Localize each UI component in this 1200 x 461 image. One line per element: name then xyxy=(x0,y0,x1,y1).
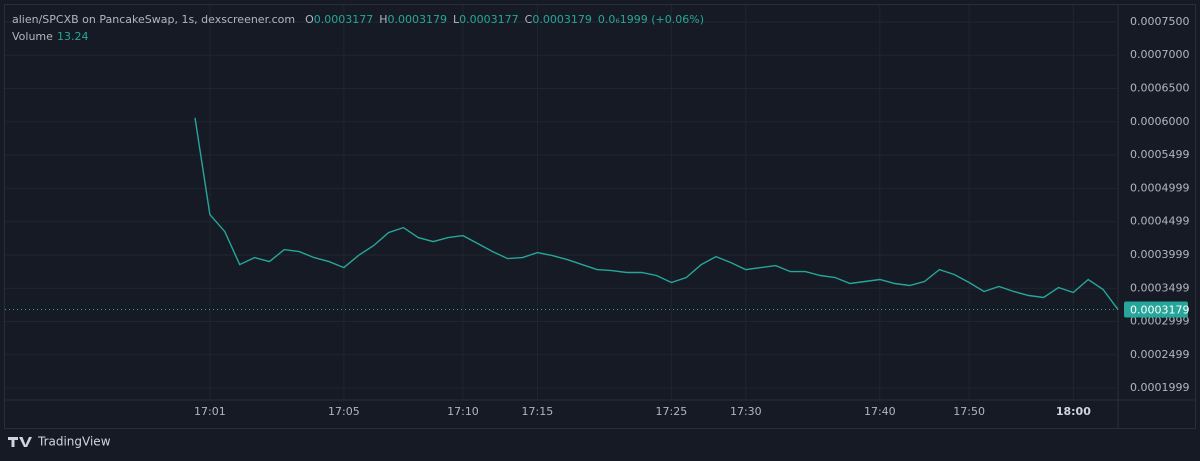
y-tick-label: 0.0004999 xyxy=(1130,181,1190,194)
volume-label: Volume xyxy=(12,30,53,43)
change-value: 0.0₆1999 (+0.06%) xyxy=(598,13,704,26)
x-tick-label: 17:40 xyxy=(864,405,896,418)
last-price-tag xyxy=(1124,301,1188,318)
price-line xyxy=(194,117,1119,311)
x-tick-label: 18:00 xyxy=(1056,405,1091,418)
footer: TradingView xyxy=(8,435,111,449)
x-tick-label: 17:30 xyxy=(730,405,762,418)
x-tick-label: 17:05 xyxy=(328,405,360,418)
y-tick-label: 0.0006000 xyxy=(1130,115,1190,128)
ohlc-value: 0.0003179 xyxy=(388,13,448,26)
x-tick-label: 17:25 xyxy=(656,405,688,418)
tradingview-logo xyxy=(8,437,32,447)
chart-title: alien/SPCXB on PancakeSwap, 1s, dexscree… xyxy=(12,13,295,26)
footer-text: TradingView xyxy=(37,435,111,449)
y-tick-label: 0.0002999 xyxy=(1130,315,1190,328)
y-tick-label: 0.0001999 xyxy=(1130,381,1190,394)
x-tick-label: 17:15 xyxy=(522,405,554,418)
y-tick-label: 0.0006500 xyxy=(1130,82,1190,95)
y-tick-label: 0.0007000 xyxy=(1130,48,1190,61)
ohlc-value: 0.0003177 xyxy=(459,13,519,26)
axes: 0.0007500 0.0007000 0.0006500 0.0006000 0.00… xyxy=(194,15,1189,418)
ohlc-value: 0.0003177 xyxy=(314,13,374,26)
volume-value: 13.24 xyxy=(57,30,89,43)
y-tick-label: 0.0002499 xyxy=(1130,348,1190,361)
ohlc-label: O xyxy=(305,13,314,26)
y-tick-label: 0.0007500 xyxy=(1130,15,1190,28)
x-tick-label: 17:50 xyxy=(953,405,985,418)
y-tick-label: 0.0005499 xyxy=(1130,148,1190,161)
y-tick-label: 0.0004499 xyxy=(1130,215,1190,228)
x-tick-label: 17:01 xyxy=(194,405,226,418)
x-tick-label: 17:10 xyxy=(447,405,479,418)
last-price-label: 0.0003179 xyxy=(1130,304,1190,317)
ohlc-label: C xyxy=(525,13,533,26)
y-tick-label: 0.0003499 xyxy=(1130,281,1190,294)
ohlc-label: L xyxy=(453,13,460,26)
legend: alien/SPCXB on PancakeSwap, 1s, dexscree… xyxy=(12,13,704,43)
y-tick-label: 0.0003999 xyxy=(1130,248,1190,261)
ohlc-label: H xyxy=(379,13,387,26)
grid xyxy=(5,5,1118,400)
frame xyxy=(4,4,1196,429)
plot xyxy=(5,117,1119,311)
ohlc-value: 0.0003179 xyxy=(532,13,592,26)
